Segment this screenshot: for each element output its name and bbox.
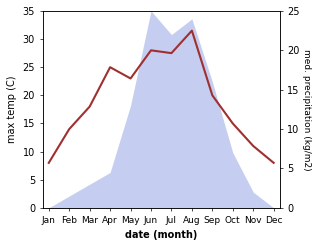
Y-axis label: med. precipitation (kg/m2): med. precipitation (kg/m2) [302, 49, 311, 170]
X-axis label: date (month): date (month) [125, 230, 197, 240]
Y-axis label: max temp (C): max temp (C) [7, 76, 17, 143]
